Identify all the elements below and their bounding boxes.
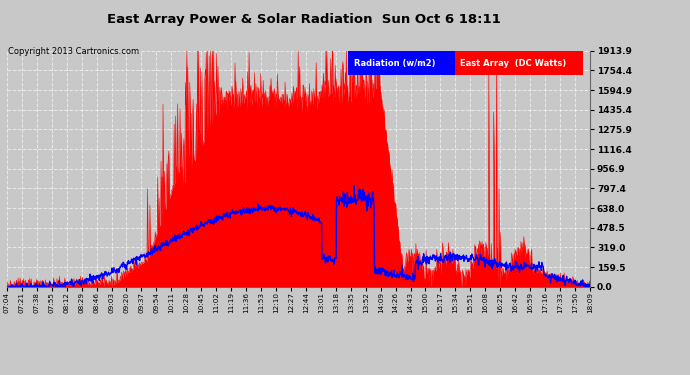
Text: Copyright 2013 Cartronics.com: Copyright 2013 Cartronics.com (8, 47, 139, 56)
Text: East Array Power & Solar Radiation  Sun Oct 6 18:11: East Array Power & Solar Radiation Sun O… (107, 13, 500, 26)
Text: Radiation (w/m2): Radiation (w/m2) (353, 59, 435, 68)
Text: East Array  (DC Watts): East Array (DC Watts) (460, 59, 566, 68)
